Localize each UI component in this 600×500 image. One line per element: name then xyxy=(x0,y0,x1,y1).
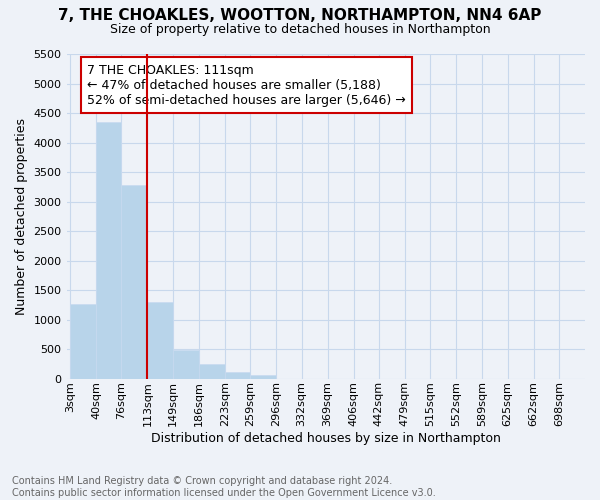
Bar xyxy=(70,304,96,378)
Bar xyxy=(225,372,250,378)
Y-axis label: Number of detached properties: Number of detached properties xyxy=(15,118,28,315)
Text: 7 THE CHOAKLES: 111sqm
← 47% of detached houses are smaller (5,188)
52% of semi-: 7 THE CHOAKLES: 111sqm ← 47% of detached… xyxy=(87,64,406,106)
Bar xyxy=(250,376,276,378)
Bar xyxy=(199,364,225,378)
X-axis label: Distribution of detached houses by size in Northampton: Distribution of detached houses by size … xyxy=(151,432,501,445)
Bar xyxy=(121,185,148,378)
Bar xyxy=(96,122,121,378)
Text: Size of property relative to detached houses in Northampton: Size of property relative to detached ho… xyxy=(110,22,490,36)
Text: 7, THE CHOAKLES, WOOTTON, NORTHAMPTON, NN4 6AP: 7, THE CHOAKLES, WOOTTON, NORTHAMPTON, N… xyxy=(58,8,542,22)
Text: Contains HM Land Registry data © Crown copyright and database right 2024.
Contai: Contains HM Land Registry data © Crown c… xyxy=(12,476,436,498)
Bar xyxy=(148,302,173,378)
Bar xyxy=(173,350,199,378)
